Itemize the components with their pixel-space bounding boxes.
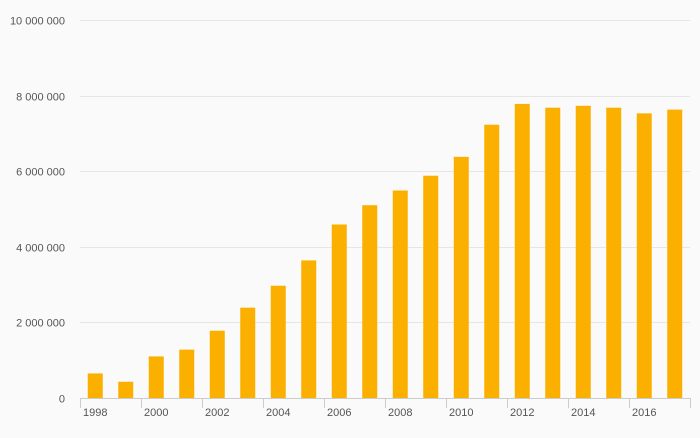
bar-2013 [545, 107, 561, 398]
x-tick-label: 2000 [144, 407, 168, 419]
bar-2006 [331, 224, 347, 398]
bar-1999 [118, 381, 134, 398]
bar-2015 [606, 107, 622, 398]
bar-2000 [148, 356, 164, 398]
bar-2007 [362, 205, 378, 398]
y-tick-label: 10 000 000 [10, 16, 65, 28]
x-tick-label: 2010 [449, 407, 473, 419]
bar-2010 [453, 156, 469, 398]
bars [87, 103, 683, 399]
x-tick-label: 2004 [266, 407, 290, 419]
bar-2017 [667, 109, 683, 398]
bar-2003 [240, 307, 256, 398]
bar-2009 [423, 175, 439, 398]
x-tick-label: 2014 [571, 407, 595, 419]
bar-2016 [636, 113, 652, 399]
bar-2008 [392, 190, 408, 398]
bar-1998 [87, 373, 103, 398]
y-axis-tick-labels: 0 2 000 000 4 000 000 6 000 000 8 000 000 10 … [10, 16, 65, 406]
x-tick-label: 2012 [510, 407, 534, 419]
x-tick-label: 2006 [327, 407, 351, 419]
x-axis [80, 398, 691, 408]
y-tick-label: 4 000 000 [16, 243, 65, 255]
bar-2011 [484, 124, 500, 399]
x-axis-tick-labels: 1998 2000 2002 2004 2006 2008 2010 2012 2014 2016 [83, 407, 656, 419]
y-tick-label: 8 000 000 [16, 92, 65, 104]
bar-2004 [270, 285, 286, 398]
bar-2005 [301, 260, 317, 398]
x-tick-label: 2016 [632, 407, 656, 419]
x-tick-label: 2008 [388, 407, 412, 419]
y-tick-label: 6 000 000 [16, 167, 65, 179]
x-tick-label: 2002 [205, 407, 229, 419]
grid-lines [80, 20, 690, 323]
bar-2002 [209, 330, 225, 398]
y-tick-label: 2 000 000 [16, 318, 65, 330]
y-tick-label: 0 [59, 394, 65, 406]
x-tick-label: 1998 [83, 407, 107, 419]
bar-2001 [179, 349, 195, 398]
bar-2012 [514, 103, 530, 399]
bar-2014 [575, 105, 591, 398]
